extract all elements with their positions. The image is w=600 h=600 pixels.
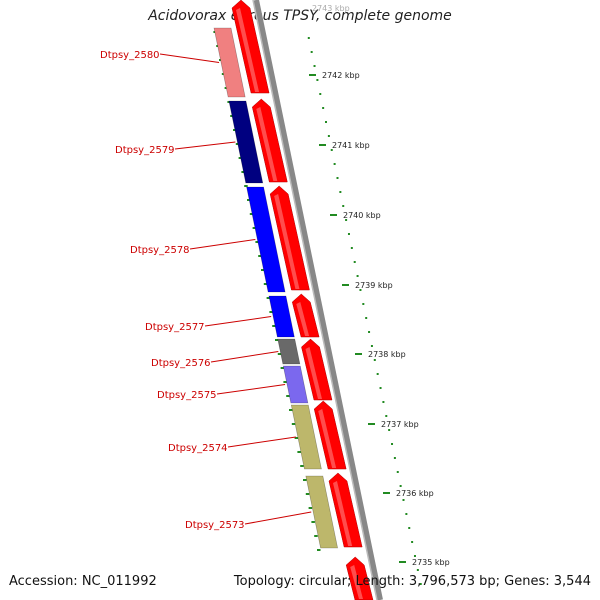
strand-arrow	[231, 0, 270, 94]
strand-arrow	[328, 472, 363, 548]
gene-label[interactable]: Dtpsy_2573	[185, 520, 245, 531]
gene-label[interactable]: Dtpsy_2580	[100, 50, 160, 61]
strand-arrow	[252, 98, 288, 183]
label-leader-line	[204, 316, 272, 327]
label-leader-line	[189, 239, 256, 250]
scale-label: 2740 kbp	[343, 211, 381, 220]
gene-label[interactable]: Dtpsy_2574	[168, 443, 228, 454]
label-leader-line	[159, 53, 220, 63]
gene-labels: Dtpsy_2580 Dtpsy_2579 Dtpsy_2578 Dtpsy_2577…	[100, 50, 312, 531]
genome-info-text: Topology: circular; Length: 3,796,573 bp…	[233, 574, 591, 589]
gene-blocks	[213, 27, 338, 549]
strand-arrow	[301, 338, 333, 401]
scale-label: 2736 kbp	[396, 489, 434, 498]
gene-label[interactable]: Dtpsy_2578	[130, 245, 190, 256]
label-leader-line	[210, 351, 279, 363]
gene-block[interactable]	[268, 295, 295, 338]
scale-label: 2738 kbp	[368, 350, 406, 359]
label-leader-line	[244, 511, 312, 525]
gene-label[interactable]: Dtpsy_2577	[145, 322, 205, 333]
gene-block[interactable]	[277, 338, 301, 365]
gene-block[interactable]	[282, 365, 309, 404]
label-leader-line	[174, 141, 236, 150]
gene-block[interactable]	[305, 475, 338, 549]
scale-label: 2737 kbp	[381, 420, 419, 429]
scale-label-top: 2743 kbp	[312, 4, 350, 13]
strand-arrow	[269, 185, 310, 291]
strand-arrow	[291, 293, 320, 338]
backbone-line	[253, 0, 383, 600]
label-leader-line	[227, 436, 296, 448]
gene-block[interactable]	[246, 186, 286, 293]
strand-arrow	[313, 400, 347, 470]
scale-label: 2741 kbp	[332, 141, 370, 150]
gene-label[interactable]: Dtpsy_2579	[115, 145, 175, 156]
scale-labels: 2743 kbp 2742 kbp 2741 kbp 2740 kbp 2739 kbp…	[309, 4, 450, 567]
label-leader-line	[216, 384, 286, 395]
scale-label: 2742 kbp	[322, 71, 360, 80]
scale-label: 2739 kbp	[355, 281, 393, 290]
map-title: Acidovorax ebreus TPSY, complete genome	[148, 8, 452, 24]
gene-block[interactable]	[213, 27, 246, 98]
scale-label: 2735 kbp	[412, 558, 450, 567]
gene-block[interactable]	[290, 404, 322, 470]
gene-label[interactable]: Dtpsy_2575	[157, 390, 217, 401]
gene-block[interactable]	[228, 100, 264, 184]
strand-arrow	[345, 556, 374, 600]
accession-text: Accession: NC_011992	[9, 574, 157, 589]
backbone-highlight	[252, 0, 378, 600]
gene-label[interactable]: Dtpsy_2576	[151, 358, 211, 369]
strand-arrows	[231, 0, 374, 600]
